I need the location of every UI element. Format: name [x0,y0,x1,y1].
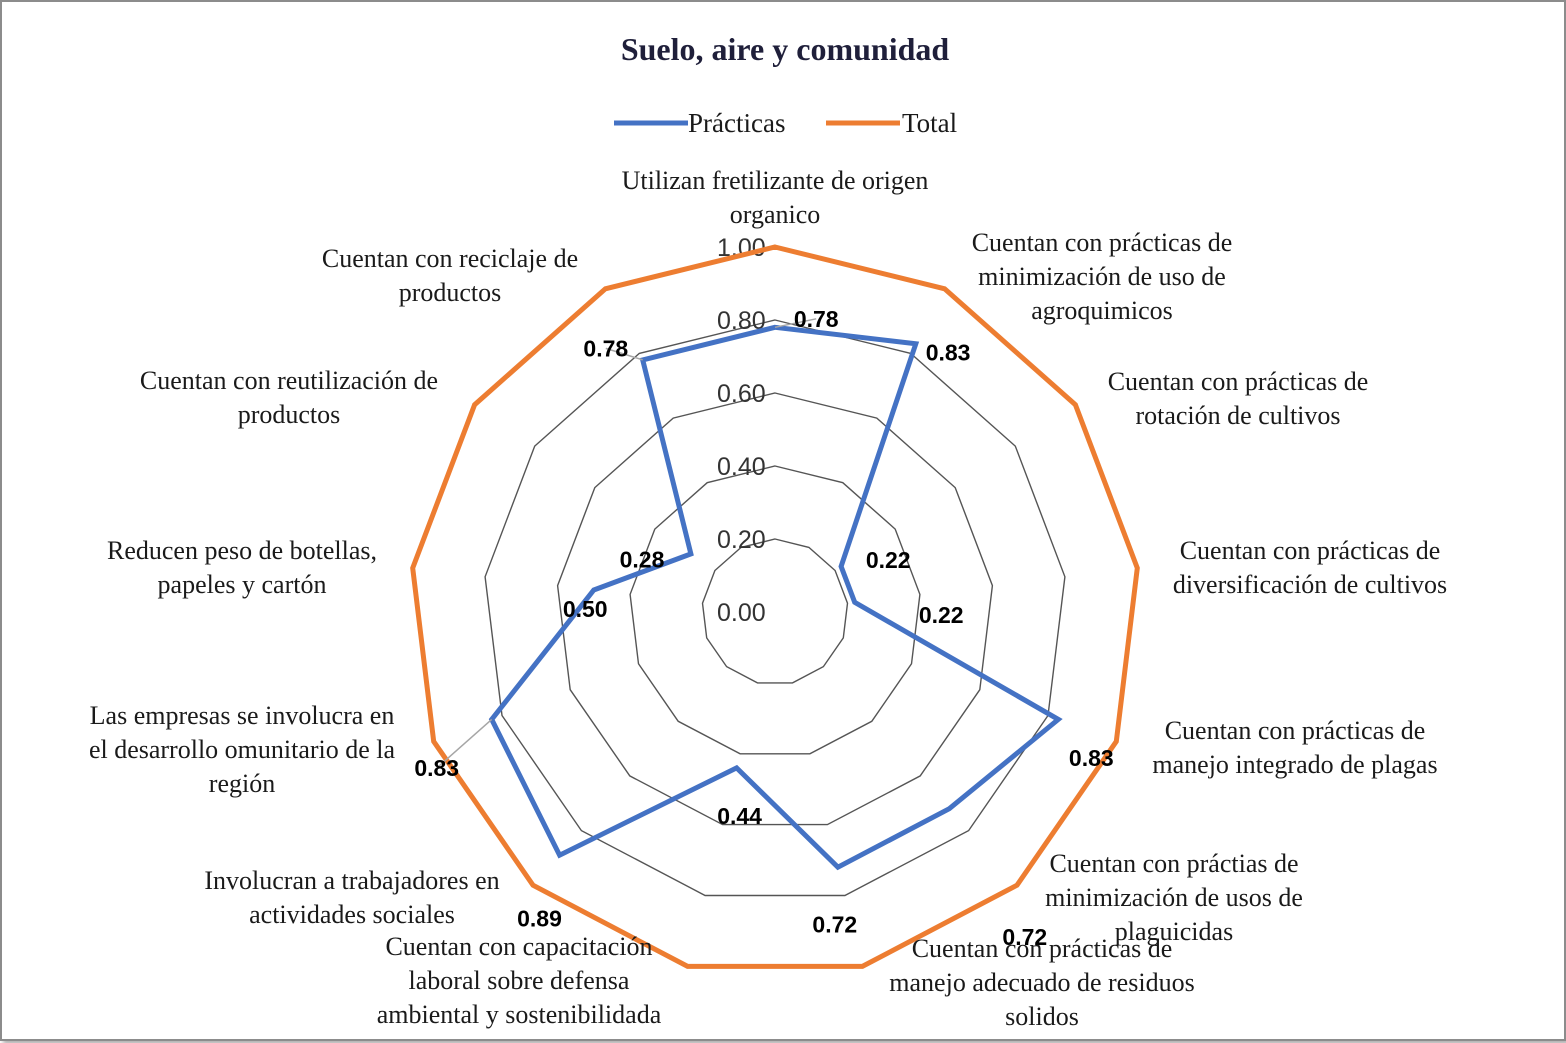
data-label-5: 0.72 [1002,924,1047,950]
tick-label-2: 0.40 [717,453,766,481]
data-label-8: 0.89 [517,906,562,932]
legend: Prácticas Total [614,108,957,138]
chart-title: Suelo, aire y comunidad [621,31,950,67]
category-label-reducen-peso-de-botellas-10: Reducen peso de botellas, papeles y cartó… [107,536,377,599]
data-label-11: 0.28 [620,546,665,572]
category-label-involucran-a-trabajadores-en-8: Involucran a trabajadores en actividades … [204,866,499,929]
data-label-2: 0.22 [866,547,911,573]
category-label-cuentan-con-practicas-de-1: Cuentan con prácticas de minimización de … [972,228,1233,325]
grid-ring-80 [484,319,1066,897]
data-label-leader-12 [605,347,643,361]
data-label-1: 0.83 [926,339,971,365]
data-label-9: 0.83 [414,755,459,781]
data-label-3: 0.22 [919,602,964,628]
category-label-cuentan-con-practicas-de-4: Cuentan con prácticas de manejo integrado… [1152,716,1437,779]
grid-ring-20 [701,538,849,684]
tick-label-1: 0.20 [717,526,766,554]
tick-label-3: 0.60 [717,380,766,408]
category-label-las-empresas-se-involucra-en-9: Las empresas se involucra en el desarroll… [89,701,396,798]
radial-axis-ticks: 0.000.200.400.600.801.00 [717,234,766,627]
data-label-4: 0.83 [1069,745,1114,771]
series-total-line [410,244,1140,969]
category-label-utilizan-fretilizante-de-origen-0: Utilizan fretilizante de origen organico [622,166,929,229]
tick-label-0: 0.00 [717,599,766,627]
data-label-6: 0.72 [812,911,857,937]
radar-grid [484,319,1066,897]
series-group [410,244,1140,969]
grid-ring-40 [629,465,921,755]
category-label-cuentan-con-reciclaje-de-12: Cuentan con reciclaje de productos [322,244,578,307]
series-practicas-line [488,324,1063,871]
category-label-cuentan-con-practicas-de-3: Cuentan con prácticas de diversificación … [1173,536,1447,599]
data-label-7: 0.44 [717,803,762,829]
data-labels: 0.78 0.83 0.22 0.22 0.83 0.72 0.72 0.44 0.89 0.83… [414,306,1113,950]
legend-label-practicas: Prácticas [688,108,785,138]
data-label-10: 0.50 [563,596,608,622]
category-label-cuentan-con-reutilizacion-de-11: Cuentan con reutilización de productos [140,366,438,429]
data-label-12: 0.78 [583,335,628,361]
data-label-0: 0.78 [794,306,839,332]
category-labels: Utilizan fretilizante de origen organico C… [89,166,1447,1031]
legend-label-total: Total [902,108,957,138]
data-label-leader-9 [436,718,493,769]
grid-ring-60 [556,392,994,826]
category-label-cuentan-con-practicas-de-6: Cuentan con prácticas de manejo adecuado … [889,934,1194,1031]
category-label-cuentan-con-practias-de-5: Cuentan con práctias de minimización de u… [1045,849,1303,946]
category-label-cuentan-con-practicas-de-2: Cuentan con prácticas de rotación de cult… [1108,367,1369,430]
category-label-cuentan-con-capacitacion-7: Cuentan con capacitación laboral sobre de… [377,932,662,1029]
data-label-leader-0 [774,318,817,329]
